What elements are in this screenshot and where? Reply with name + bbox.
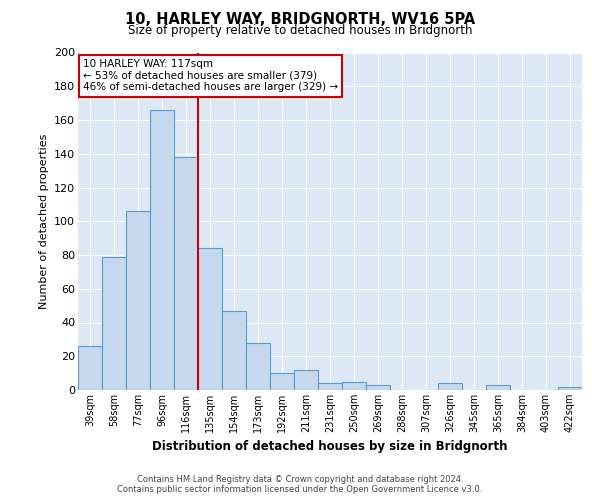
Text: Contains HM Land Registry data © Crown copyright and database right 2024.
Contai: Contains HM Land Registry data © Crown c… bbox=[118, 474, 482, 494]
Bar bbox=[150, 110, 174, 390]
Bar bbox=[126, 211, 150, 390]
Bar bbox=[294, 370, 318, 390]
Bar bbox=[486, 385, 510, 390]
Bar bbox=[198, 248, 222, 390]
Bar bbox=[222, 310, 246, 390]
Bar bbox=[102, 256, 126, 390]
X-axis label: Distribution of detached houses by size in Bridgnorth: Distribution of detached houses by size … bbox=[152, 440, 508, 454]
Text: 10, HARLEY WAY, BRIDGNORTH, WV16 5PA: 10, HARLEY WAY, BRIDGNORTH, WV16 5PA bbox=[125, 12, 475, 28]
Bar bbox=[270, 373, 294, 390]
Bar bbox=[174, 157, 198, 390]
Bar bbox=[78, 346, 102, 390]
Bar bbox=[366, 385, 390, 390]
Bar bbox=[318, 383, 342, 390]
Bar bbox=[246, 343, 270, 390]
Y-axis label: Number of detached properties: Number of detached properties bbox=[38, 134, 49, 309]
Bar bbox=[438, 383, 462, 390]
Bar bbox=[342, 382, 366, 390]
Text: 10 HARLEY WAY: 117sqm
← 53% of detached houses are smaller (379)
46% of semi-det: 10 HARLEY WAY: 117sqm ← 53% of detached … bbox=[83, 59, 338, 92]
Bar bbox=[558, 386, 582, 390]
Text: Size of property relative to detached houses in Bridgnorth: Size of property relative to detached ho… bbox=[128, 24, 472, 37]
